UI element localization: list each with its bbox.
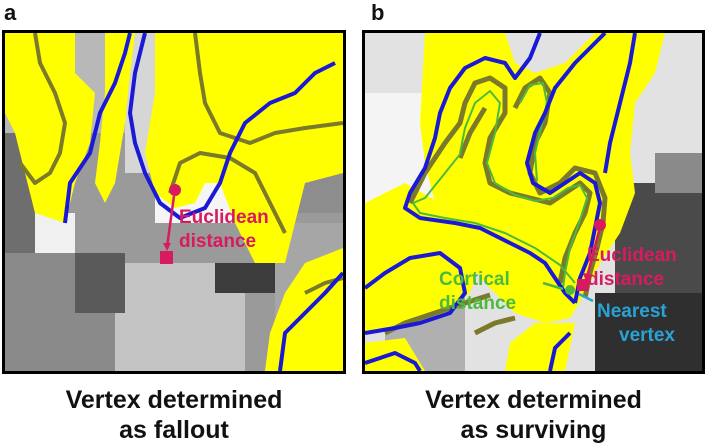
panel-a-caption-line1: Vertex determined bbox=[65, 386, 283, 414]
panel-b-caption: Vertex determined as surviving bbox=[362, 385, 705, 445]
panel-b-euclidean-label-line1: Euclidean bbox=[587, 245, 677, 266]
panel-b-image: Euclidean distance Cortical distance Nea… bbox=[362, 30, 705, 374]
panel-a-vertex-dot bbox=[169, 184, 181, 196]
panel-b-nearest-arrow bbox=[578, 292, 594, 303]
panel-a-euclidean-label-line1: Euclidean bbox=[179, 207, 269, 228]
panel-b-caption-line2: as surviving bbox=[460, 416, 607, 444]
panel-b-cortical-label-line1: Cortical bbox=[439, 269, 510, 290]
panel-b-nearest-label-line1: Nearest bbox=[597, 301, 667, 322]
panel-a-caption-line2: as fallout bbox=[119, 416, 229, 444]
panel-b-caption-line1: Vertex determined bbox=[425, 386, 642, 414]
panel-a-arrowhead bbox=[163, 243, 171, 251]
panel-a-pial-surface bbox=[63, 33, 343, 371]
panel-a-surface-point bbox=[160, 251, 173, 264]
panel-a-figure bbox=[5, 33, 343, 371]
panel-b-arrowhead bbox=[583, 273, 591, 282]
panel-a-euclidean-label-line2: distance bbox=[179, 231, 257, 252]
panel-a-caption: Vertex determined as fallout bbox=[2, 385, 346, 445]
panel-a-letter: a bbox=[4, 0, 17, 25]
panel-b-euclidean-arrow bbox=[585, 230, 601, 278]
panel-b-nearest-vertex-dot bbox=[565, 285, 575, 295]
panel-b-letter: b bbox=[371, 0, 385, 25]
panel-b-nearest-label-line2: vertex bbox=[619, 325, 675, 346]
panel-a-image: Euclidean distance bbox=[2, 30, 346, 374]
panel-b-cortical-label-line2: distance bbox=[439, 293, 517, 314]
panel-b-surface-point bbox=[577, 279, 589, 291]
panel-b-cortical-arrow bbox=[542, 281, 564, 291]
panel-b-figure bbox=[365, 33, 702, 371]
panel-b-pial-surface bbox=[365, 33, 637, 371]
panel-b-euclidean-label-line2: distance bbox=[587, 269, 665, 290]
panel-b-vertex-dot bbox=[594, 219, 606, 231]
panel-a-euclidean-arrow bbox=[165, 195, 176, 248]
